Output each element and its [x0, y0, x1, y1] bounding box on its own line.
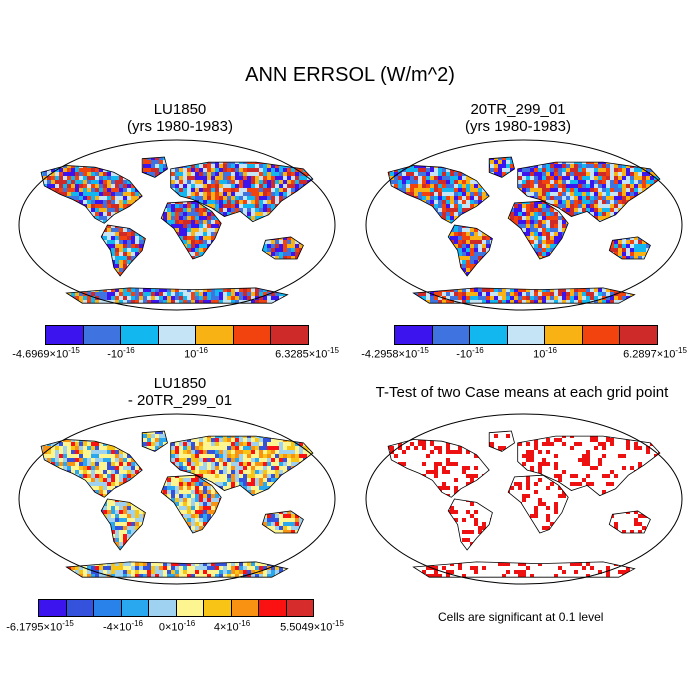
- colorbar1-label-max: 6.3285×10-15: [275, 346, 339, 361]
- colorbar-panel1: [45, 325, 309, 345]
- coastline: [517, 161, 661, 223]
- cb1-swatch-4: [196, 326, 234, 344]
- colorbar3-label-m4: -4×10-16: [102, 619, 144, 634]
- coastline: [608, 510, 651, 534]
- coastline: [261, 236, 304, 260]
- map-frame: [18, 139, 336, 311]
- cb1-swatch-1: [83, 326, 122, 344]
- cb3-swatch-3: [121, 600, 149, 616]
- cb2-swatch-6: [620, 326, 658, 344]
- coastline: [507, 474, 569, 534]
- colorbar2-label-neg: -10-16: [456, 346, 484, 361]
- cb3-swatch-0: [39, 600, 67, 616]
- coastline: [507, 200, 569, 260]
- coastline: [261, 510, 304, 534]
- cb2-swatch-3: [507, 326, 546, 344]
- coastline: [100, 224, 146, 277]
- coastline: [517, 435, 661, 497]
- coastline: [447, 224, 493, 277]
- coastline: [170, 435, 314, 497]
- map-frame: [18, 413, 336, 585]
- coastline: [170, 161, 314, 223]
- cb2-swatch-4: [545, 326, 583, 344]
- colorbar3-label-p4: 4×10-16: [213, 619, 251, 634]
- significance-note: Cells are significant at 0.1 level: [438, 610, 604, 624]
- map-panel-lu1850: [18, 139, 336, 311]
- cb1-swatch-5: [233, 326, 272, 344]
- panel2-title-line2: (yrs 1980-1983): [465, 118, 571, 135]
- colorbar1-label-neg: -10-16: [107, 346, 135, 361]
- coastline: [40, 165, 143, 224]
- map-panel-ttest: [365, 413, 683, 585]
- coastline: [488, 156, 515, 178]
- cb2-swatch-1: [432, 326, 471, 344]
- map-panel-difference: [18, 413, 336, 585]
- map-frame: [365, 413, 683, 585]
- colorbar-panel2: [394, 325, 658, 345]
- panel3-title: LU1850 - 20TR_299_01: [80, 375, 280, 409]
- colorbar3-label-min: -6.1795×10-15: [6, 619, 74, 634]
- cb1-swatch-6: [271, 326, 309, 344]
- map-frame: [365, 139, 683, 311]
- colorbar3-label-zero: 0×10-16: [158, 619, 196, 634]
- panel4-title: T-Test of two Case means at each grid po…: [352, 384, 692, 401]
- coastline: [387, 439, 490, 498]
- colorbar2-label-pos: 10-16: [533, 346, 557, 361]
- colorbar2-label-max: 6.2897×10-15: [623, 346, 687, 361]
- panel2-title-line1: 20TR_299_01: [470, 101, 566, 118]
- coastline: [100, 498, 146, 551]
- colorbar-panel3: [38, 599, 314, 617]
- cb3-swatch-1: [66, 600, 94, 616]
- coastline: [387, 165, 490, 224]
- map-panel-20tr: [365, 139, 683, 311]
- cb3-swatch-2: [94, 600, 122, 616]
- cb3-swatch-9: [286, 600, 313, 616]
- cb3-swatch-8: [259, 600, 287, 616]
- cb3-swatch-5: [176, 600, 204, 616]
- coastline: [141, 430, 168, 452]
- cb2-swatch-0: [395, 326, 433, 344]
- cb3-swatch-6: [204, 600, 232, 616]
- panel2-title: 20TR_299_01 (yrs 1980-1983): [418, 101, 618, 135]
- panel1-title: LU1850 (yrs 1980-1983): [80, 101, 280, 135]
- cb3-swatch-4: [149, 600, 177, 616]
- cb2-swatch-5: [582, 326, 621, 344]
- colorbar2-label-min: -4.2958×10-15: [361, 346, 429, 361]
- cb3-swatch-7: [231, 600, 259, 616]
- coastline: [160, 200, 222, 260]
- figure-title: ANN ERRSOL (W/m^2): [245, 64, 455, 86]
- cb1-swatch-2: [121, 326, 159, 344]
- coastline: [160, 474, 222, 534]
- coastline: [447, 498, 493, 551]
- colorbar1-label-pos: 10-16: [184, 346, 208, 361]
- colorbar1-label-min: -4.6969×10-15: [12, 346, 80, 361]
- coastline: [608, 236, 651, 260]
- cb1-swatch-3: [158, 326, 197, 344]
- cb2-swatch-2: [470, 326, 508, 344]
- coastline: [40, 439, 143, 498]
- panel1-title-line1: LU1850: [153, 101, 207, 118]
- panel4-title-line1: T-Test of two Case means at each grid po…: [375, 384, 669, 401]
- coastline: [141, 156, 168, 178]
- panel3-title-line2: - 20TR_299_01: [127, 392, 233, 409]
- coastline: [488, 430, 515, 452]
- cb1-swatch-0: [46, 326, 84, 344]
- panel3-title-line1: LU1850: [153, 375, 207, 392]
- panel1-title-line2: (yrs 1980-1983): [127, 118, 233, 135]
- colorbar3-label-max: 5.5049×10-15: [280, 619, 344, 634]
